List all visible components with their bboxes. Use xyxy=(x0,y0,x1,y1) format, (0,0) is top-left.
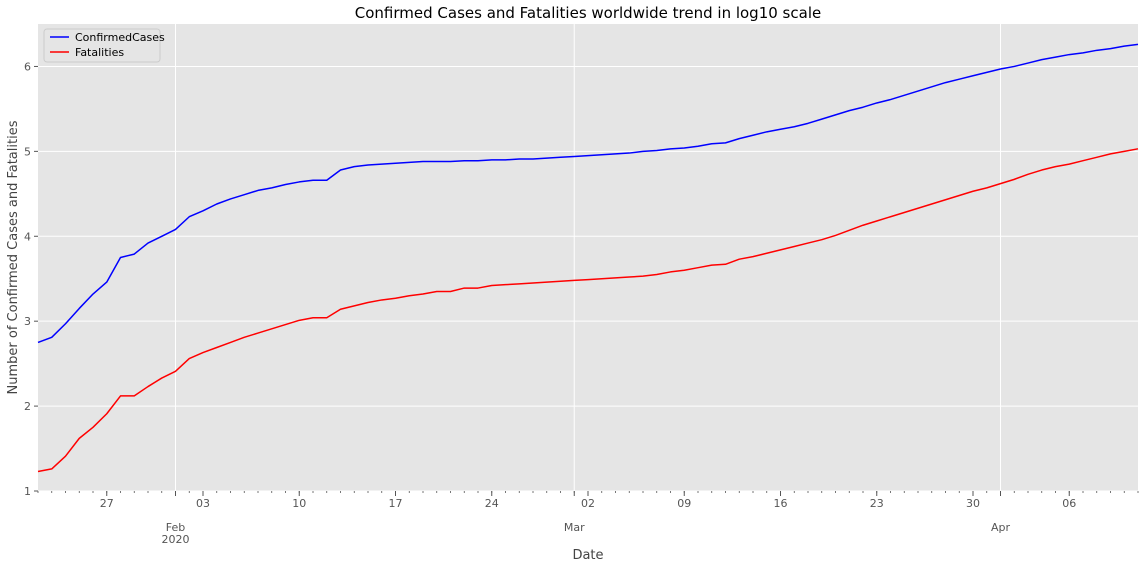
x-axis-label: Date xyxy=(572,548,603,563)
x-tick-label: 16 xyxy=(774,497,788,510)
grid-lines xyxy=(38,24,1138,492)
x-tick-sublabel: 2020 xyxy=(162,533,190,546)
x-tick-label: 24 xyxy=(485,497,499,510)
y-tick-label: 2 xyxy=(24,400,31,413)
x-tick-label: 17 xyxy=(389,497,403,510)
legend: ConfirmedCases Fatalities xyxy=(43,28,165,63)
x-tick-label: 27 xyxy=(100,497,114,510)
x-tick-label: 09 xyxy=(677,497,691,510)
x-tick-label: 06 xyxy=(1062,497,1076,510)
x-tick-label: 03 xyxy=(196,497,210,510)
x-tick-label: 02 xyxy=(581,497,595,510)
y-tick-label: 4 xyxy=(24,230,31,243)
series-lines xyxy=(37,43,1139,473)
x-tick-label: 30 xyxy=(966,497,980,510)
y-tick-label: 1 xyxy=(24,485,31,498)
legend-box xyxy=(43,28,161,63)
chart-title: Confirmed Cases and Fatalities worldwide… xyxy=(355,4,821,22)
series-line-confirmedcases xyxy=(37,43,1139,344)
plot-area xyxy=(38,24,1138,491)
y-tick-label: 6 xyxy=(24,60,31,73)
series-line-fatalities xyxy=(37,148,1139,473)
legend-label-fatalities: Fatalities xyxy=(75,46,124,59)
x-tick-label: Feb xyxy=(166,521,185,534)
y-axis-ticks: 1 2 3 4 5 6 xyxy=(24,60,38,498)
x-tick-label: 10 xyxy=(292,497,306,510)
x-tick-label: Apr xyxy=(991,521,1011,534)
x-tick-label: Mar xyxy=(564,521,585,534)
y-axis-label: Number of Confirmed Cases and Fatalities xyxy=(6,120,21,394)
y-tick-label: 5 xyxy=(24,145,31,158)
y-tick-label: 3 xyxy=(24,315,31,328)
x-tick-label: 23 xyxy=(870,497,884,510)
legend-label-confirmedcases: ConfirmedCases xyxy=(75,31,165,44)
